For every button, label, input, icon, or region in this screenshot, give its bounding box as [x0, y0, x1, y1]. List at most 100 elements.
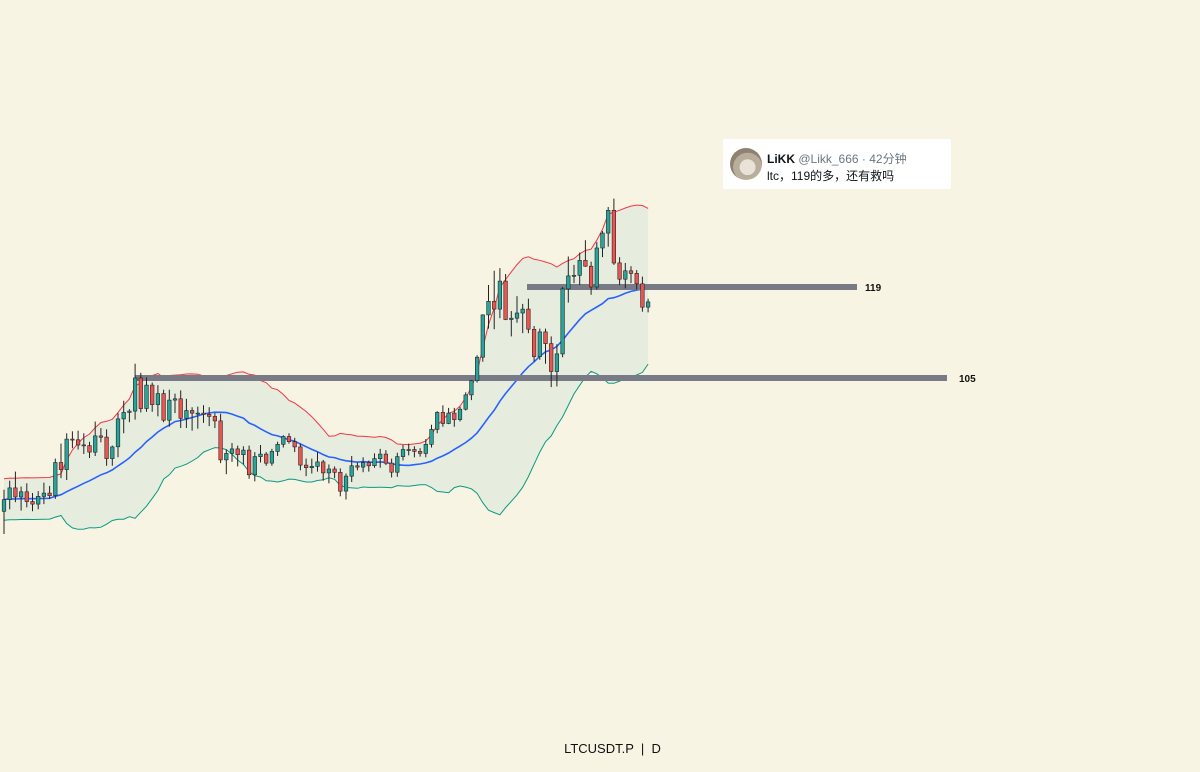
candle-body-up [133, 377, 138, 412]
candle [583, 240, 588, 267]
candle-body-up [537, 331, 542, 357]
candle [389, 458, 394, 478]
candle [150, 382, 155, 412]
candle [309, 458, 314, 474]
level-label-105: 105 [959, 374, 976, 385]
candle [212, 413, 218, 429]
candle-body-up [594, 247, 599, 288]
timeframe-label: D [651, 741, 661, 756]
candle-body-up [406, 449, 411, 451]
candle [429, 424, 434, 448]
candle [76, 430, 81, 450]
candle [360, 457, 366, 473]
candle-body-up [554, 353, 559, 372]
candle [195, 406, 200, 429]
candle-body-down [70, 438, 75, 441]
candle [594, 242, 599, 290]
candle [184, 398, 189, 429]
candle [611, 198, 616, 265]
candle [372, 453, 377, 468]
candle [144, 377, 149, 412]
candle-body-down [383, 453, 389, 464]
candle-body-down [98, 435, 103, 438]
candle [406, 443, 411, 456]
candle [178, 390, 183, 429]
candle [292, 437, 297, 453]
candle [47, 485, 52, 499]
candle-body-down [47, 492, 52, 497]
candle [474, 355, 480, 383]
candle-body-up [195, 412, 200, 415]
tweet-text: ltc，119的多，还有救吗 [767, 169, 895, 183]
candle [224, 449, 229, 475]
candle-body-up [577, 260, 582, 276]
chart-footer: LTCUSDT.P | D [0, 741, 1200, 756]
candle [326, 464, 332, 484]
candle [172, 393, 178, 414]
tweet-dot: · [861, 152, 866, 166]
candle-body-down [264, 453, 269, 464]
candle [7, 480, 12, 510]
candle-body-down [207, 414, 212, 417]
candle-body-up [457, 408, 463, 420]
candle [93, 421, 98, 456]
candle-body-up [1, 499, 7, 512]
candle-body-down [549, 343, 554, 372]
tweet-card[interactable]: LiKK @Likk_666 · 42分钟 ltc，119的多，还有救吗 [723, 139, 951, 189]
candle-body-up [446, 412, 451, 424]
candle-body-down [440, 412, 446, 424]
candle [486, 285, 491, 329]
candle [133, 363, 138, 420]
candle [338, 468, 343, 497]
avatar [730, 148, 762, 180]
candle-body-up [497, 280, 503, 310]
candle [606, 207, 611, 247]
candle-body-up [229, 448, 235, 454]
candle-body-up [463, 394, 468, 410]
candle-body-down [201, 412, 206, 415]
candle-body-up [423, 443, 428, 454]
candle [423, 439, 428, 458]
candle-body-down [452, 412, 457, 420]
candle [560, 287, 565, 358]
candle [378, 448, 383, 468]
candle-body-up [269, 451, 275, 464]
candle-body-up [127, 410, 132, 413]
candle [417, 448, 423, 457]
candle-body-down [292, 441, 297, 448]
candle-body-up [18, 491, 24, 498]
candle [241, 446, 246, 465]
candle-body-down [303, 464, 309, 469]
candle [321, 459, 326, 481]
candle [549, 336, 554, 388]
candle [81, 433, 86, 455]
candle [395, 452, 400, 477]
tweet-header: LiKK @Likk_666 · 42分钟 [767, 150, 907, 167]
candle [366, 460, 371, 472]
candle [452, 407, 457, 427]
candle-body-up [241, 449, 246, 456]
candle [509, 311, 514, 337]
candle [161, 389, 166, 423]
candle [121, 400, 126, 434]
candle-body-up [400, 449, 406, 457]
candle [383, 450, 389, 466]
candle-body-up [7, 487, 12, 500]
candle-body-down [30, 501, 35, 505]
candle-body-up [93, 435, 98, 453]
candle-body-down [366, 462, 371, 467]
candle-body-up [121, 412, 126, 420]
candle-body-down [640, 283, 645, 308]
candle-body-up [155, 393, 161, 405]
candle-body-up [36, 495, 41, 505]
candle [349, 456, 354, 482]
symbol-label: LTCUSDT.P [564, 741, 634, 756]
candle-body-up [486, 300, 491, 316]
candle [64, 433, 69, 481]
candle [36, 491, 41, 510]
candle-body-up [600, 232, 605, 249]
candle-body-down [503, 280, 508, 320]
candle [457, 406, 463, 422]
candle [571, 264, 577, 284]
candle [258, 444, 263, 463]
